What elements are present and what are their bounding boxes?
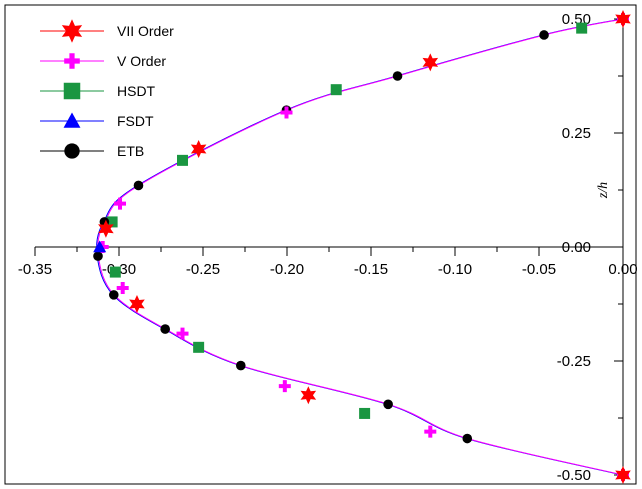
circle-marker	[462, 433, 473, 444]
star-marker	[190, 139, 207, 158]
legend-label: VII Order	[117, 23, 174, 39]
square-marker	[193, 341, 205, 353]
x-tick-label: -0.15	[354, 261, 388, 278]
square-marker	[177, 154, 189, 166]
y-tick-label: 0.25	[562, 125, 591, 142]
plus-marker	[280, 106, 293, 119]
circle-marker	[383, 399, 393, 410]
x-tick-label: -0.20	[270, 261, 304, 278]
legend-label: HSDT	[117, 83, 156, 99]
circle-marker	[539, 30, 549, 40]
legend-label: FSDT	[117, 113, 154, 129]
y-tick-label: 0.00	[562, 239, 591, 256]
y-tick-label: -0.25	[557, 353, 591, 370]
plus-marker	[424, 425, 437, 438]
star-marker	[98, 219, 114, 238]
x-tick-label: -0.25	[186, 261, 220, 278]
triangle-marker	[63, 112, 81, 128]
legend-label: ETB	[117, 143, 144, 159]
plus-marker	[278, 380, 291, 393]
x-tick-label: -0.05	[522, 261, 556, 278]
circle-marker	[392, 71, 403, 81]
x-tick-label: 0.00	[608, 261, 637, 278]
circle-marker	[93, 251, 103, 261]
square-marker	[106, 216, 118, 228]
star-marker	[615, 466, 631, 484]
plot-frame	[4, 4, 637, 485]
plus-marker	[114, 197, 127, 210]
y-axis-title: z/h	[596, 182, 611, 199]
axes-layer: -0.35-0.30-0.25-0.20-0.15-0.10-0.050.000…	[18, 11, 638, 484]
star-marker	[61, 19, 83, 43]
legend-label: V Order	[117, 53, 166, 69]
legend: VII Order V Order HSDT FSDT ETB	[40, 19, 174, 159]
plus-marker	[64, 53, 80, 69]
plus-marker	[176, 327, 189, 340]
star-marker	[422, 53, 439, 72]
circle-marker	[64, 143, 80, 159]
square-marker	[576, 22, 588, 34]
circle-marker	[160, 324, 170, 334]
square-marker	[109, 266, 121, 278]
square-marker	[63, 82, 81, 100]
circle-marker	[108, 290, 119, 300]
y-tick-label: -0.50	[557, 467, 591, 484]
square-marker	[330, 84, 342, 96]
markers-layer	[93, 10, 631, 484]
x-tick-label: -0.10	[438, 261, 472, 278]
star-marker	[300, 386, 317, 405]
triangle-marker	[93, 240, 107, 253]
square-marker	[359, 407, 371, 419]
plus-marker	[116, 282, 129, 295]
circle-marker	[236, 360, 246, 371]
circle-marker	[133, 180, 144, 191]
x-tick-label: -0.35	[18, 261, 52, 278]
star-marker	[129, 295, 145, 313]
star-marker	[615, 10, 631, 28]
